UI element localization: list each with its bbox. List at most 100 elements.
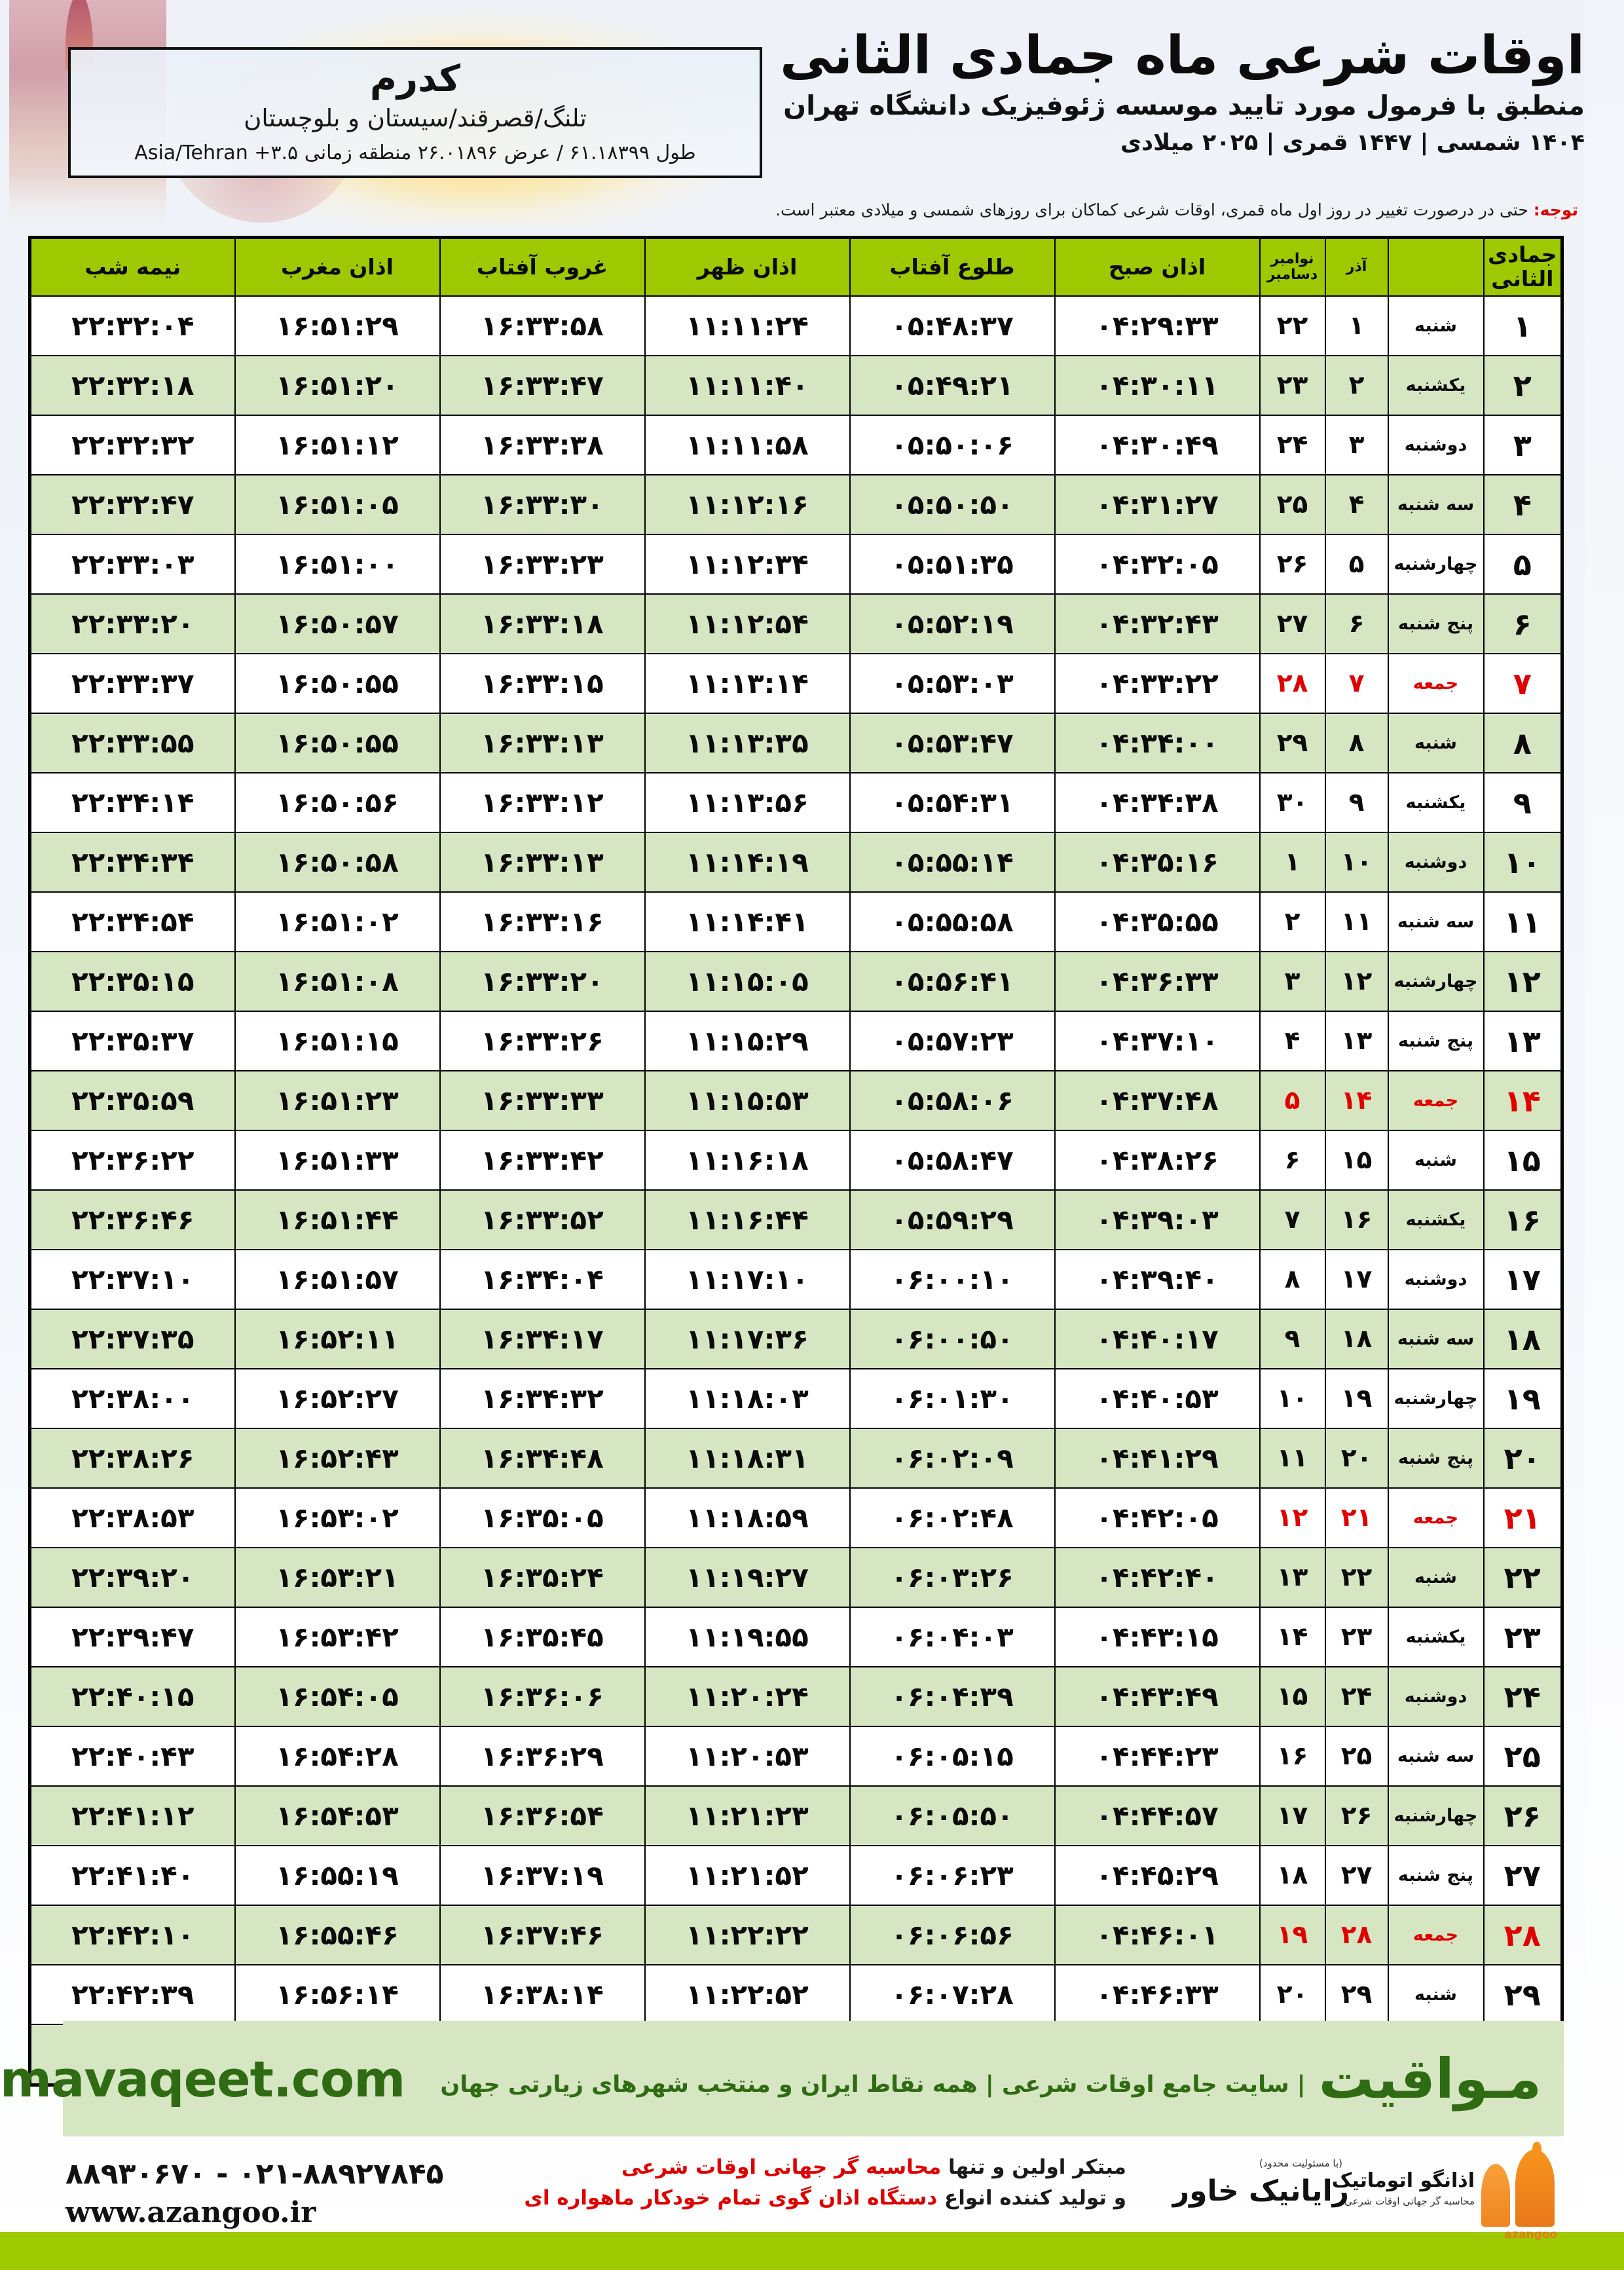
minaret-small-icon xyxy=(1481,2164,1510,2227)
footer-phone: ۰۲۱-۸۸۹۲۷۸۴۵ - ۸۸۹۳۰۶۷۰ xyxy=(65,2157,444,2191)
cell-weekday: شنبه xyxy=(1387,1130,1485,1191)
cell-maghrib: ۱۶:۵۱:۲۰ xyxy=(234,355,441,416)
cell-fajr: ۰۴:۴۶:۳۳ xyxy=(1054,1964,1261,2025)
cell-hijri-day: ۲۸ xyxy=(1483,1905,1563,1965)
cell-fajr: ۰۴:۳۱:۲۷ xyxy=(1054,474,1261,535)
cell-weekday: دوشنبه xyxy=(1387,1249,1485,1310)
cell-gregorian-day: ۳۰ xyxy=(1259,772,1326,833)
cell-gregorian-day: ۲۲ xyxy=(1259,295,1326,356)
cell-weekday: جمعه xyxy=(1387,1070,1485,1131)
cell-weekday: سه شنبه xyxy=(1387,1726,1485,1787)
table-row: ۲۷ پنج شنبه ۲۷ ۱۸ ۰۴:۴۵:۲۹ ۰۶:۰۶:۲۳ ۱۱:۲۱:۵۲ ۱۶… xyxy=(29,1845,1563,1906)
cell-hijri-day: ۸ xyxy=(1483,713,1563,773)
cell-hijri-day: ۱۲ xyxy=(1483,951,1563,1012)
cell-hijri-day: ۲ xyxy=(1483,355,1563,416)
rayanik-name: رایانیک خاور xyxy=(1172,2174,1349,2208)
cell-gregorian-day: ۱۴ xyxy=(1259,1607,1326,1667)
cell-maghrib: ۱۶:۵۰:۵۷ xyxy=(234,593,441,654)
cell-fajr: ۰۴:۳۶:۳۳ xyxy=(1054,951,1261,1012)
cell-gregorian-day: ۲۸ xyxy=(1259,653,1326,714)
header-gregorian-bottom: دسامبر xyxy=(1266,267,1318,283)
cell-sunset: ۱۶:۳۳:۱۳ xyxy=(439,832,646,893)
cell-sunset: ۱۶:۳۳:۲۳ xyxy=(439,534,646,595)
cell-sunset: ۱۶:۳۶:۵۴ xyxy=(439,1785,646,1846)
cell-gregorian-day: ۱۸ xyxy=(1259,1845,1326,1906)
cell-midnight: ۲۲:۳۷:۳۵ xyxy=(29,1309,236,1369)
footer-website[interactable]: www.azangoo.ir xyxy=(65,2196,316,2230)
cell-dhuhr: ۱۱:۲۰:۲۴ xyxy=(644,1666,851,1727)
cell-gregorian-day: ۵ xyxy=(1259,1070,1326,1131)
table-row: ۱۰ دوشنبه ۱۰ ۱ ۰۴:۳۵:۱۶ ۰۵:۵۵:۱۴ ۱۱:۱۴:۱۹ ۱۶:۳۳… xyxy=(29,832,1563,893)
cell-fajr: ۰۴:۳۵:۱۶ xyxy=(1054,832,1261,893)
cell-dhuhr: ۱۱:۱۸:۳۱ xyxy=(644,1428,851,1489)
cell-fajr: ۰۴:۴۱:۲۹ xyxy=(1054,1428,1261,1489)
cell-maghrib: ۱۶:۵۳:۴۲ xyxy=(234,1607,441,1667)
city-name: کدرم xyxy=(369,58,461,100)
cell-hijri-day: ۱۹ xyxy=(1483,1368,1563,1429)
slogan-line-1: مبتکر اولین و تنها محاسبه گر جهانی اوقات… xyxy=(550,2152,1126,2183)
cell-sunrise: ۰۵:۵۸:۰۶ xyxy=(849,1070,1056,1131)
cell-weekday: چهارشنبه xyxy=(1387,1368,1485,1429)
cell-azar-day: ۲۵ xyxy=(1324,1726,1389,1787)
cell-sunrise: ۰۵:۵۰:۰۶ xyxy=(849,415,1056,475)
table-row: ۱۲ چهارشنبه ۱۲ ۳ ۰۴:۳۶:۳۳ ۰۵:۵۶:۴۱ ۱۱:۱۵:۰۵ ۱۶:… xyxy=(29,951,1563,1012)
cell-maghrib: ۱۶:۵۰:۵۸ xyxy=(234,832,441,893)
cell-sunrise: ۰۶:۰۶:۲۳ xyxy=(849,1845,1056,1906)
banner-url[interactable]: mavaqeet.com xyxy=(0,2049,405,2108)
table-row: ۱۷ دوشنبه ۱۷ ۸ ۰۴:۳۹:۴۰ ۰۶:۰۰:۱۰ ۱۱:۱۷:۱۰ ۱۶:۳۴… xyxy=(29,1249,1563,1310)
table-row: ۲۹ شنبه ۲۹ ۲۰ ۰۴:۴۶:۳۳ ۰۶:۰۷:۲۸ ۱۱:۲۲:۵۲ ۱۶:۳۸:… xyxy=(29,1964,1563,2025)
cell-midnight: ۲۲:۳۶:۲۲ xyxy=(29,1130,236,1191)
cell-hijri-day: ۱۳ xyxy=(1483,1011,1563,1071)
cell-dhuhr: ۱۱:۱۸:۵۹ xyxy=(644,1487,851,1548)
cell-midnight: ۲۲:۳۵:۵۹ xyxy=(29,1070,236,1131)
table-row: ۱۸ سه شنبه ۱۸ ۹ ۰۴:۴۰:۱۷ ۰۶:۰۰:۵۰ ۱۱:۱۷:۳۶ ۱۶:۳… xyxy=(29,1309,1563,1369)
cell-gregorian-day: ۸ xyxy=(1259,1249,1326,1310)
cell-hijri-day: ۱۸ xyxy=(1483,1309,1563,1369)
cell-sunset: ۱۶:۳۳:۳۰ xyxy=(439,474,646,535)
cell-sunset: ۱۶:۳۳:۱۸ xyxy=(439,593,646,654)
cell-maghrib: ۱۶:۵۲:۱۱ xyxy=(234,1309,441,1369)
cell-sunset: ۱۶:۳۳:۱۶ xyxy=(439,891,646,952)
cell-sunrise: ۰۵:۵۷:۲۳ xyxy=(849,1011,1056,1071)
cell-fajr: ۰۴:۳۷:۴۸ xyxy=(1054,1070,1261,1131)
cell-maghrib: ۱۶:۵۱:۰۸ xyxy=(234,951,441,1012)
table-row: ۴ سه شنبه ۴ ۲۵ ۰۴:۳۱:۲۷ ۰۵:۵۰:۵۰ ۱۱:۱۲:۱۶ ۱۶:۳۳… xyxy=(29,474,1563,535)
cell-fajr: ۰۴:۳۵:۵۵ xyxy=(1054,891,1261,952)
cell-maghrib: ۱۶:۵۱:۲۹ xyxy=(234,295,441,356)
prayer-times-table-wrap: جمادی الثانی آذر نوامبر دسامبر اذان صبح … xyxy=(28,236,1564,2087)
page-title: اوقات شرعی ماه جمادی الثانی xyxy=(779,25,1585,86)
cell-sunrise: ۰۵:۵۴:۳۱ xyxy=(849,772,1056,833)
cell-maghrib: ۱۶:۵۱:۲۳ xyxy=(234,1070,441,1131)
note-tag: توجه: xyxy=(1533,200,1578,219)
cell-azar-day: ۲۱ xyxy=(1324,1487,1389,1548)
cell-azar-day: ۱۷ xyxy=(1324,1249,1389,1310)
cell-dhuhr: ۱۱:۱۲:۱۶ xyxy=(644,474,851,535)
cell-gregorian-day: ۲۷ xyxy=(1259,593,1326,654)
decor-bottom-tint xyxy=(0,2206,1624,2232)
cell-midnight: ۲۲:۳۲:۴۷ xyxy=(29,474,236,535)
cell-azar-day: ۱۴ xyxy=(1324,1070,1389,1131)
cell-weekday: یکشنبه xyxy=(1387,1607,1485,1667)
cell-azar-day: ۳ xyxy=(1324,415,1389,475)
cell-hijri-day: ۴ xyxy=(1483,474,1563,535)
cell-azar-day: ۲۳ xyxy=(1324,1607,1389,1667)
cell-maghrib: ۱۶:۵۱:۵۷ xyxy=(234,1249,441,1310)
slogan-line-2: و تولید کننده انواع دستگاه اذان گوی تمام… xyxy=(524,2183,1126,2214)
cell-hijri-day: ۲۷ xyxy=(1483,1845,1563,1906)
slogan-1-highlight: محاسبه گر جهانی اوقات شرعی xyxy=(621,2155,942,2179)
table-row: ۱ شنبه ۱ ۲۲ ۰۴:۲۹:۳۳ ۰۵:۴۸:۳۷ ۱۱:۱۱:۲۴ ۱۶:۳۳:۵۸… xyxy=(29,295,1563,356)
cell-hijri-day: ۲۱ xyxy=(1483,1487,1563,1548)
cell-azar-day: ۱۹ xyxy=(1324,1368,1389,1429)
page-header: کدرم تلنگ/قصرقند/سیستان و بلوچستان طول ۶… xyxy=(0,0,1624,229)
cell-dhuhr: ۱۱:۱۳:۱۴ xyxy=(644,653,851,714)
cell-maghrib: ۱۶:۵۱:۴۴ xyxy=(234,1189,441,1250)
cell-sunrise: ۰۶:۰۲:۴۸ xyxy=(849,1487,1056,1548)
cell-sunrise: ۰۶:۰۱:۳۰ xyxy=(849,1368,1056,1429)
cell-midnight: ۲۲:۴۲:۱۰ xyxy=(29,1905,236,1965)
cell-hijri-day: ۷ xyxy=(1483,653,1563,714)
cell-weekday: دوشنبه xyxy=(1387,1666,1485,1727)
cell-fajr: ۰۴:۳۷:۱۰ xyxy=(1054,1011,1261,1071)
cell-fajr: ۰۴:۴۰:۱۷ xyxy=(1054,1309,1261,1369)
cell-dhuhr: ۱۱:۱۹:۵۵ xyxy=(644,1607,851,1667)
azangoo-sub-fa: محاسبه گر جهانی اوقات شرعی xyxy=(1344,2195,1475,2207)
